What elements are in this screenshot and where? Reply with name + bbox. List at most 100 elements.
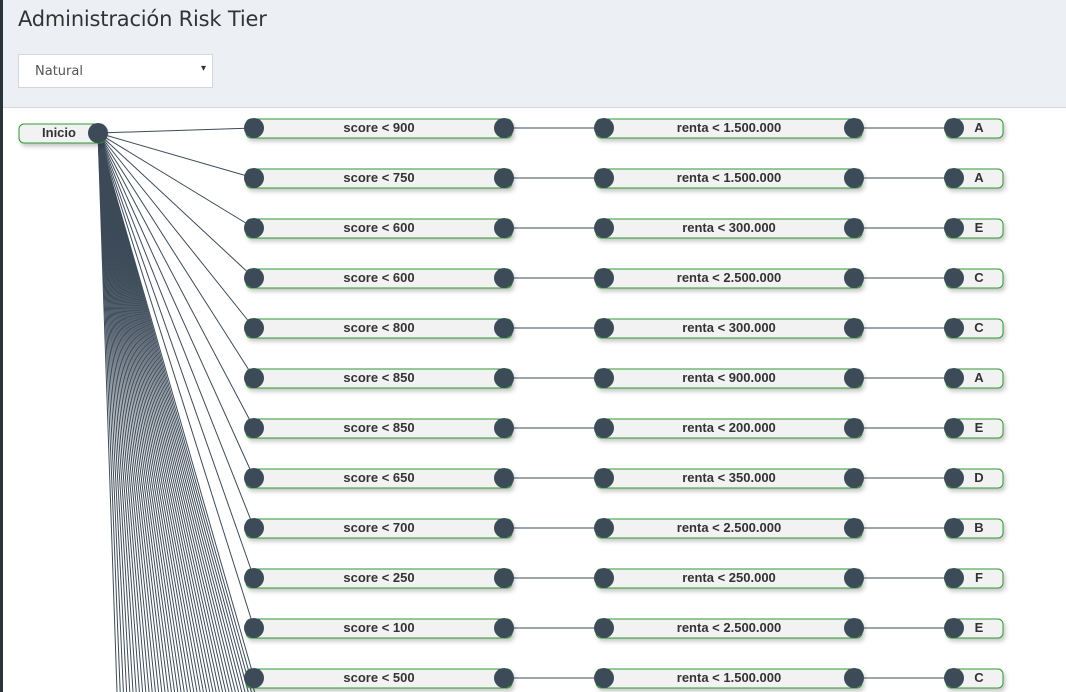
score-node-in-port[interactable] xyxy=(244,568,264,588)
renta-node-out-port[interactable] xyxy=(844,468,864,488)
score-node-out-port[interactable] xyxy=(494,618,514,638)
tier-node[interactable]: B xyxy=(944,518,1004,539)
renta-node[interactable]: renta < 2.500.000 xyxy=(594,618,864,639)
score-node[interactable]: score < 500 xyxy=(244,668,514,689)
tier-node-in-port[interactable] xyxy=(944,518,964,538)
score-node-out-port[interactable] xyxy=(494,568,514,588)
tier-node[interactable]: C xyxy=(944,668,1004,689)
renta-node-out-port[interactable] xyxy=(844,518,864,538)
score-node[interactable]: score < 700 xyxy=(244,518,514,539)
renta-node-out-port[interactable] xyxy=(844,268,864,288)
score-node[interactable]: score < 900 xyxy=(244,118,514,139)
renta-node-in-port[interactable] xyxy=(594,468,614,488)
score-node[interactable]: score < 750 xyxy=(244,168,514,189)
score-node-out-port[interactable] xyxy=(494,318,514,338)
renta-node[interactable]: renta < 1.500.000 xyxy=(594,668,864,689)
renta-node-in-port[interactable] xyxy=(594,568,614,588)
root-node[interactable]: Inicio xyxy=(18,123,108,144)
score-node-in-port[interactable] xyxy=(244,318,264,338)
score-node-in-port[interactable] xyxy=(244,168,264,188)
tier-node[interactable]: A xyxy=(944,168,1004,189)
score-node-in-port[interactable] xyxy=(244,668,264,688)
renta-node-out-port[interactable] xyxy=(844,668,864,688)
renta-node-in-port[interactable] xyxy=(594,318,614,338)
score-node-out-port[interactable] xyxy=(494,118,514,138)
score-node-in-port[interactable] xyxy=(244,218,264,238)
tier-node[interactable]: A xyxy=(944,368,1004,389)
score-node-out-port[interactable] xyxy=(494,468,514,488)
tier-node-in-port[interactable] xyxy=(944,568,964,588)
score-node-out-port[interactable] xyxy=(494,418,514,438)
score-node-in-port[interactable] xyxy=(244,518,264,538)
score-node-in-port[interactable] xyxy=(244,368,264,388)
renta-node-out-port[interactable] xyxy=(844,168,864,188)
renta-node[interactable]: renta < 350.000 xyxy=(594,468,864,489)
edge-root-offscreen xyxy=(97,132,137,692)
renta-node-in-port[interactable] xyxy=(594,418,614,438)
score-node[interactable]: score < 800 xyxy=(244,318,514,339)
renta-node-out-port[interactable] xyxy=(844,318,864,338)
score-node-in-port[interactable] xyxy=(244,468,264,488)
renta-node[interactable]: renta < 250.000 xyxy=(594,568,864,589)
renta-node-out-port[interactable] xyxy=(844,618,864,638)
tier-node[interactable]: F xyxy=(944,568,1004,589)
tier-node[interactable]: A xyxy=(944,118,1004,139)
renta-node-out-port[interactable] xyxy=(844,418,864,438)
score-node-in-port[interactable] xyxy=(244,118,264,138)
tier-node-in-port[interactable] xyxy=(944,268,964,288)
root-node-out-port[interactable] xyxy=(88,123,108,143)
renta-node-out-port[interactable] xyxy=(844,218,864,238)
renta-node-out-port[interactable] xyxy=(844,568,864,588)
tier-node[interactable]: C xyxy=(944,318,1004,339)
score-node[interactable]: score < 850 xyxy=(244,368,514,389)
score-node[interactable]: score < 600 xyxy=(244,218,514,239)
renta-node[interactable]: renta < 1.500.000 xyxy=(594,118,864,139)
score-node-out-port[interactable] xyxy=(494,268,514,288)
renta-node-in-port[interactable] xyxy=(594,118,614,138)
tier-node-in-port[interactable] xyxy=(944,418,964,438)
tier-node-in-port[interactable] xyxy=(944,168,964,188)
tier-node[interactable]: E xyxy=(944,418,1004,439)
tier-node[interactable]: E xyxy=(944,618,1004,639)
score-node-out-port[interactable] xyxy=(494,368,514,388)
renta-node-out-port[interactable] xyxy=(844,368,864,388)
score-node-in-port[interactable] xyxy=(244,268,264,288)
renta-node-in-port[interactable] xyxy=(594,168,614,188)
tier-node-in-port[interactable] xyxy=(944,468,964,488)
tier-node-in-port[interactable] xyxy=(944,118,964,138)
tier-node-in-port[interactable] xyxy=(944,668,964,688)
score-node[interactable]: score < 850 xyxy=(244,418,514,439)
client-type-select[interactable]: Natural ▾ xyxy=(18,54,213,88)
score-node[interactable]: score < 250 xyxy=(244,568,514,589)
renta-node-in-port[interactable] xyxy=(594,668,614,688)
renta-node-out-port[interactable] xyxy=(844,118,864,138)
tier-node[interactable]: E xyxy=(944,218,1004,239)
tier-node[interactable]: C xyxy=(944,268,1004,289)
tier-node-in-port[interactable] xyxy=(944,318,964,338)
renta-node[interactable]: renta < 300.000 xyxy=(594,218,864,239)
tier-node-in-port[interactable] xyxy=(944,618,964,638)
score-node-out-port[interactable] xyxy=(494,218,514,238)
renta-node[interactable]: renta < 300.000 xyxy=(594,318,864,339)
score-node-out-port[interactable] xyxy=(494,518,514,538)
renta-node[interactable]: renta < 2.500.000 xyxy=(594,518,864,539)
renta-node[interactable]: renta < 1.500.000 xyxy=(594,168,864,189)
renta-node-in-port[interactable] xyxy=(594,368,614,388)
renta-node-in-port[interactable] xyxy=(594,268,614,288)
tier-node-in-port[interactable] xyxy=(944,368,964,388)
score-node-in-port[interactable] xyxy=(244,418,264,438)
renta-node[interactable]: renta < 900.000 xyxy=(594,368,864,389)
renta-node-in-port[interactable] xyxy=(594,618,614,638)
tier-node-in-port[interactable] xyxy=(944,218,964,238)
score-node-out-port[interactable] xyxy=(494,168,514,188)
score-node-in-port[interactable] xyxy=(244,618,264,638)
score-node[interactable]: score < 650 xyxy=(244,468,514,489)
renta-node-in-port[interactable] xyxy=(594,218,614,238)
score-node[interactable]: score < 100 xyxy=(244,618,514,639)
renta-node-in-port[interactable] xyxy=(594,518,614,538)
score-node[interactable]: score < 600 xyxy=(244,268,514,289)
tier-node[interactable]: D xyxy=(944,468,1004,489)
score-node-out-port[interactable] xyxy=(494,668,514,688)
renta-node[interactable]: renta < 2.500.000 xyxy=(594,268,864,289)
renta-node[interactable]: renta < 200.000 xyxy=(594,418,864,439)
